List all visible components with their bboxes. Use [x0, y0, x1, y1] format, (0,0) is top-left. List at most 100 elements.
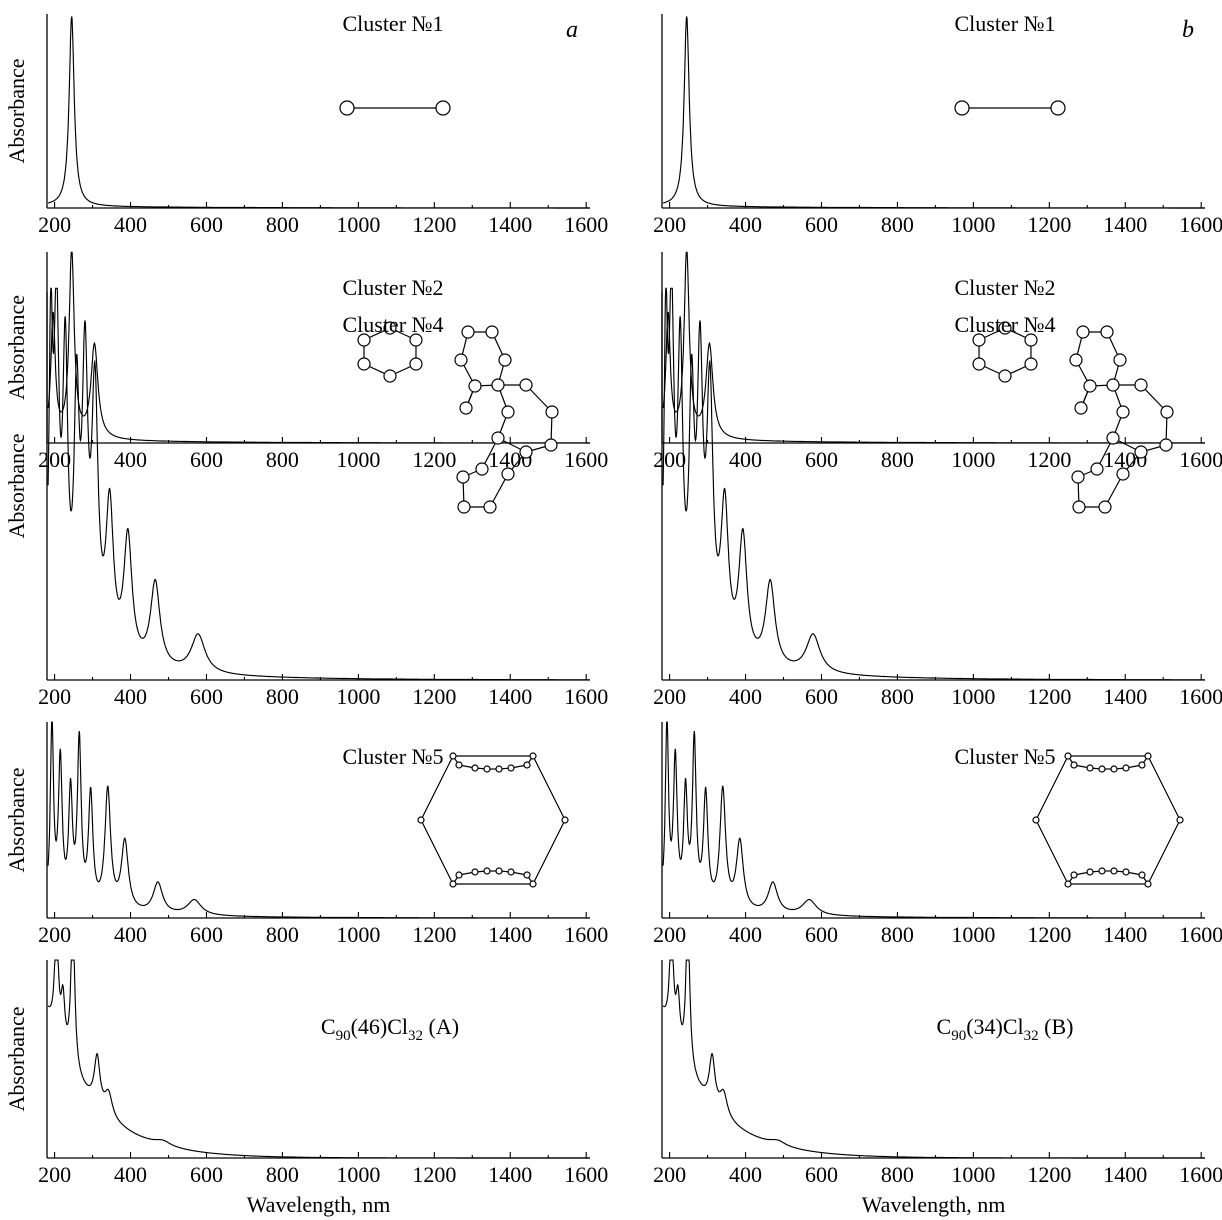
- spectrum-line: [662, 287, 1205, 681]
- structure-atom-9: [545, 405, 559, 419]
- x-tick-label-1600: 1600: [564, 1162, 608, 1187]
- x-tick-label-1600: 1600: [564, 684, 608, 709]
- x-tick-label-200: 200: [38, 684, 71, 709]
- panel-title-part-1: 90: [336, 1028, 351, 1044]
- structure-atom-13: [1090, 462, 1104, 476]
- structure-atom-5: [491, 378, 505, 392]
- structure-atom-0: [339, 100, 355, 116]
- structure-atom-11: [491, 431, 505, 445]
- x-tick-label-1600: 1600: [1179, 1162, 1222, 1187]
- x-tick-label-1000: 1000: [951, 922, 995, 947]
- x-tick-label-1200: 1200: [1027, 684, 1071, 709]
- panel-title: Cluster №1: [954, 11, 1055, 36]
- x-tick-label-800: 800: [881, 922, 914, 947]
- x-tick-label-400: 400: [114, 447, 147, 472]
- spectrum-line: [662, 16, 1205, 209]
- x-tick-label-1000: 1000: [336, 212, 380, 237]
- x-tick-label-1400: 1400: [1103, 212, 1147, 237]
- structure-atom-17: [483, 500, 497, 514]
- x-tick-label-400: 400: [114, 684, 147, 709]
- spectrum-line: [47, 16, 590, 209]
- x-tick-label-1200: 1200: [1027, 447, 1071, 472]
- x-tick-label-400: 400: [114, 212, 147, 237]
- x-tick-label-200: 200: [653, 1162, 686, 1187]
- structure-atom-2: [454, 353, 468, 367]
- x-tick-label-600: 600: [805, 922, 838, 947]
- structure-atom-8: [501, 405, 515, 419]
- structure-atom-3: [1144, 880, 1152, 888]
- structure-atom-7: [1086, 764, 1094, 772]
- structure-dimer: [339, 100, 451, 116]
- structure-atom-4: [1083, 379, 1097, 393]
- structure-atom-15: [456, 470, 470, 484]
- structure-atom-6: [459, 401, 473, 415]
- structure-atom-11: [1106, 431, 1120, 445]
- structure-atom-1: [998, 369, 1012, 383]
- x-tick-label-1400: 1400: [1103, 684, 1147, 709]
- spectrum-line: [662, 721, 1205, 919]
- structure-atom-2: [972, 357, 986, 371]
- structure-atom-5: [409, 333, 423, 347]
- structure-atom-1: [1144, 752, 1152, 760]
- structure-cage: [417, 752, 569, 888]
- x-tick-label-1400: 1400: [488, 922, 532, 947]
- spectrum-line: [662, 959, 1205, 1159]
- x-tick-label-1000: 1000: [951, 684, 995, 709]
- structure-atom-3: [972, 333, 986, 347]
- y-axis-label: Absorbance: [4, 58, 29, 163]
- structure-atom-3: [357, 333, 371, 347]
- structure-atom-5: [1032, 816, 1040, 824]
- structure-atom-9: [1160, 405, 1174, 419]
- structure-atom-7: [471, 764, 479, 772]
- structure-atom-7: [1134, 378, 1148, 392]
- x-tick-label-200: 200: [38, 922, 71, 947]
- x-tick-label-600: 600: [190, 212, 223, 237]
- structure-atom-1: [485, 325, 499, 339]
- structure-bond-5: [420, 755, 454, 821]
- structure-atom-1: [383, 369, 397, 383]
- panel-letter-b: b: [1182, 17, 1194, 43]
- structure-atom-4: [383, 321, 397, 335]
- structure-atom-11: [1138, 761, 1146, 769]
- spectrum-line: [47, 721, 590, 919]
- x-tick-label-1400: 1400: [488, 1162, 532, 1187]
- structure-dimer: [954, 100, 1066, 116]
- structure-atom-15: [1110, 867, 1118, 875]
- panel-b-1: 200 400 600 800 1000 1200 1400 1600 Cluster №1: [653, 11, 1222, 237]
- structure-atom-2: [357, 357, 371, 371]
- structure-ring6: [357, 321, 423, 383]
- x-tick-label-800: 800: [266, 212, 299, 237]
- x-tick-label-800: 800: [266, 1162, 299, 1187]
- x-tick-label-1200: 1200: [1027, 212, 1071, 237]
- x-tick-label-1600: 1600: [564, 447, 608, 472]
- x-tick-label-1000: 1000: [951, 1162, 995, 1187]
- x-tick-label-1000: 1000: [336, 922, 380, 947]
- panel-a-3: 200 400 600 800 1000 1200 1400 1600 Absorbance Cl…: [4, 287, 608, 709]
- x-tick-label-1000: 1000: [336, 1162, 380, 1187]
- structure-atom-13: [471, 868, 479, 876]
- panel-title-part-2: (46)Cl: [351, 1014, 408, 1039]
- structure-atom-14: [1116, 467, 1130, 481]
- panel-b-5: 200 400 600 800 1000 1200 1400 1600 Wavelength, …: [653, 959, 1222, 1217]
- x-tick-label-1200: 1200: [1027, 922, 1071, 947]
- panel-title: Cluster №4: [954, 312, 1055, 337]
- structure-atom-13: [1086, 868, 1094, 876]
- structure-fused: [454, 325, 559, 514]
- structure-cage: [1032, 752, 1184, 888]
- structure-atom-0: [409, 357, 423, 371]
- structure-fused: [1069, 325, 1174, 514]
- x-tick-label-800: 800: [881, 684, 914, 709]
- structure-atom-6: [455, 761, 463, 769]
- structure-atom-12: [1070, 871, 1078, 879]
- panel-title-part-4: (B): [1039, 1014, 1074, 1039]
- x-tick-label-800: 800: [266, 922, 299, 947]
- y-axis-label: Absorbance: [4, 295, 29, 400]
- structure-bond-1: [532, 755, 566, 821]
- x-tick-label-600: 600: [805, 447, 838, 472]
- x-tick-label-1400: 1400: [1103, 922, 1147, 947]
- x-tick-label-1600: 1600: [564, 922, 608, 947]
- structure-atom-1: [435, 100, 451, 116]
- structure-bond-2: [1147, 819, 1181, 885]
- x-tick-label-1200: 1200: [412, 684, 456, 709]
